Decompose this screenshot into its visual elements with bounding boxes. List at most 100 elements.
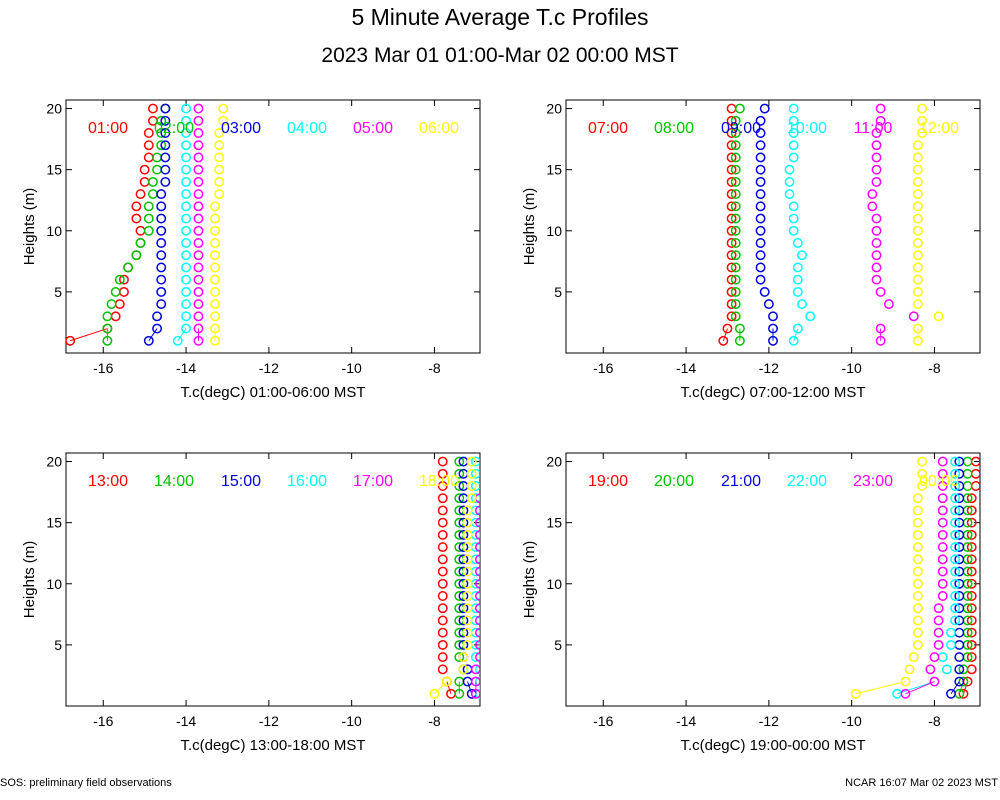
legend-entry-08:00: 08:00: [654, 120, 694, 137]
data-point-04:00: [181, 323, 192, 334]
data-point-02:00: [135, 238, 146, 248]
data-point-00:00: [900, 676, 911, 687]
data-point-18:00: [462, 554, 473, 565]
legend-entry-18:00: 18:00: [419, 473, 459, 490]
data-point-16:00: [470, 456, 480, 467]
data-point-01:00: [66, 335, 76, 346]
data-point-17:00: [470, 688, 480, 699]
data-point-11:00: [867, 201, 878, 212]
data-point-02:00: [143, 201, 154, 212]
chart-title: 5 Minute Average T.c Profiles: [351, 4, 649, 30]
data-point-12:00: [917, 128, 927, 138]
data-point-06:00: [210, 262, 220, 273]
x-tick-label: -16: [93, 713, 113, 729]
data-point-23:00: [929, 676, 940, 687]
y-tick-label: 15: [546, 162, 562, 178]
data-point-19:00: [970, 481, 980, 491]
data-point-09:00: [759, 286, 770, 297]
data-point-19:00: [966, 591, 977, 601]
data-point-16:00: [470, 468, 480, 479]
data-point-00:00: [912, 591, 923, 601]
data-point-18:00: [462, 505, 473, 516]
data-point-08:00: [730, 238, 741, 248]
data-point-09:00: [755, 262, 766, 273]
data-point-02:00: [152, 164, 163, 175]
data-point-14:00: [454, 688, 465, 699]
data-point-09:00: [755, 164, 766, 175]
data-point-02:00: [102, 335, 113, 346]
data-point-23:00: [937, 456, 948, 467]
data-point-05:00: [193, 176, 204, 187]
y-axis-label: Heights (m): [21, 188, 38, 266]
data-point-17:00: [475, 627, 480, 638]
data-point-03:00: [156, 225, 167, 236]
data-point-15:00: [458, 517, 469, 528]
data-point-06:00: [214, 189, 225, 200]
data-point-18:00: [462, 627, 473, 638]
data-point-11:00: [871, 176, 882, 187]
data-point-23:00: [937, 481, 948, 491]
data-point-21:00: [954, 603, 965, 614]
y-tick-label: 10: [546, 576, 562, 592]
data-point-15:00: [458, 639, 469, 650]
data-point-09:00: [763, 299, 774, 310]
data-point-19:00: [966, 664, 977, 675]
data-point-07:00: [726, 164, 737, 175]
data-point-11:00: [871, 262, 882, 273]
data-point-07:00: [726, 262, 737, 273]
data-point-07:00: [726, 201, 737, 212]
data-point-19:00: [966, 578, 977, 589]
data-point-00:00: [912, 566, 923, 577]
data-point-17:00: [475, 639, 480, 650]
legend-entry-07:00: 07:00: [588, 120, 628, 137]
data-point-09:00: [755, 140, 766, 151]
data-point-09:00: [755, 115, 766, 126]
data-point-08:00: [730, 225, 741, 236]
data-point-10:00: [788, 335, 799, 346]
data-point-12:00: [912, 176, 923, 187]
data-point-09:00: [755, 225, 766, 236]
data-point-01:00: [139, 164, 150, 175]
data-point-23:00: [933, 603, 944, 614]
legend-entry-15:00: 15:00: [221, 473, 261, 490]
data-point-18:00: [462, 542, 473, 553]
data-point-02:00: [147, 189, 158, 200]
data-point-08:00: [734, 335, 745, 346]
data-point-04:00: [181, 164, 192, 175]
data-point-04:00: [181, 286, 192, 297]
data-point-19:00: [966, 493, 977, 504]
data-point-11:00: [875, 286, 886, 297]
data-point-09:00: [755, 189, 766, 200]
data-point-03:00: [152, 323, 163, 334]
data-point-05:00: [193, 323, 204, 334]
data-point-11:00: [875, 323, 886, 334]
y-tick-label: 5: [54, 284, 62, 300]
data-point-04:00: [181, 299, 192, 310]
data-point-06:00: [210, 225, 220, 236]
data-point-17:00: [475, 615, 480, 626]
data-point-08:00: [730, 286, 741, 297]
data-point-22:00: [950, 493, 961, 504]
data-point-12:00: [912, 152, 923, 163]
data-point-10:00: [788, 152, 799, 163]
data-point-09:00: [768, 335, 778, 346]
data-point-18:00: [462, 517, 473, 528]
data-point-09:00: [755, 238, 766, 248]
data-point-03:00: [152, 311, 163, 322]
data-point-10:00: [788, 140, 799, 151]
data-point-04:00: [181, 152, 192, 163]
data-point-00:00: [850, 688, 861, 699]
data-point-08:00: [734, 323, 745, 334]
data-point-13:00: [437, 627, 448, 638]
series-connector: [950, 681, 960, 695]
data-point-13:00: [437, 542, 448, 553]
data-point-01:00: [143, 152, 154, 163]
data-point-12:00: [912, 238, 923, 248]
data-point-13:00: [437, 652, 448, 663]
data-point-18:00: [462, 639, 473, 650]
x-tick-label: -8: [928, 360, 941, 376]
data-point-10:00: [788, 225, 799, 236]
y-tick-label: 10: [46, 223, 62, 239]
data-point-11:00: [871, 152, 882, 163]
data-point-08:00: [730, 115, 741, 126]
